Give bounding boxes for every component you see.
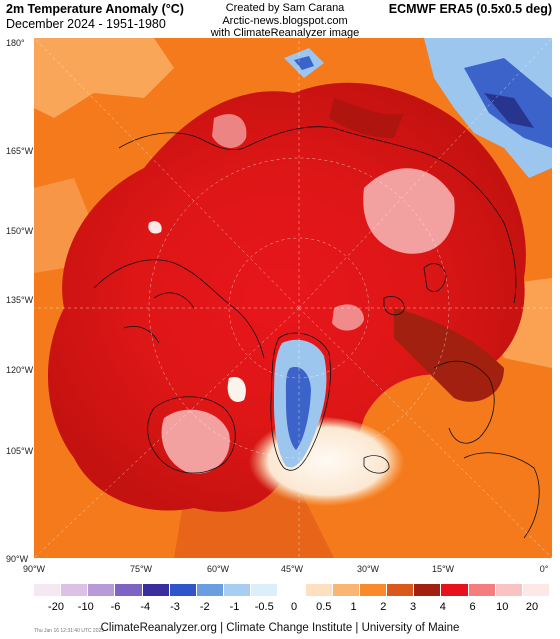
legend-label: 1 [350,601,357,613]
timestamp-small: Thu Jan 16 12:31:40 UTC 2025 [34,628,105,634]
coast-europe [463,452,540,539]
coastlines [93,126,540,539]
legend-swatch [468,584,496,596]
credit-line-3: with ClimateReanalyzer image [210,27,360,39]
dark-red-band-north [329,98,404,138]
pink-spot-canada [161,409,230,474]
legend-swatch [115,584,143,596]
legend-label: 2 [380,601,387,613]
legend-label: -1 [229,601,240,613]
legend-label: 0 [290,601,298,613]
graticule-lat-80 [228,237,370,379]
legend-swatch [278,584,306,596]
white-patch-baffin [227,377,246,402]
credit-line-1: Created by Sam Carana [225,2,345,14]
graticule-meridian-c [298,307,552,558]
bottom-label-30w: 30°W [356,564,380,574]
legend-swatch [414,584,442,596]
anomaly-map-svg [34,38,552,558]
pink-spot-taymyr [332,304,364,331]
legend-label: -10 [77,601,94,613]
bottom-label-90w: 90°W [22,564,46,574]
legend-label: -0.5 [254,601,274,613]
white-spot-alaska [148,221,162,234]
coast-hudson-bay [147,396,236,474]
dark-red-band-eurasia [394,308,504,402]
credit-line-2: Arctic-news.blogspot.com [222,14,348,27]
legend-label: 0.5 [316,601,332,613]
bottom-label-0: 0° [539,564,549,574]
edge-label-90w: 90°W [6,554,29,564]
legend-swatch [441,584,469,596]
coast-svalbard [383,295,405,316]
edge-label-135w: 135°W [6,295,34,305]
graticule-meridian-d [34,307,300,558]
bottom-label-75w: 75°W [129,564,153,574]
cold-deep-pacific [484,93,534,128]
legend-label: 20 [525,601,539,613]
legend-label: 3 [409,601,417,613]
edge-label-180: 180° [6,38,25,48]
legend-label: -6 [110,601,121,613]
legend-swatch [196,584,225,596]
legend-label: 10 [496,601,509,613]
credit-block: Created by Sam Carana Arctic-news.blogsp… [210,2,360,40]
legend-swatch [332,584,360,596]
dataset-label: ECMWF ERA5 (0.5x0.5 deg) [388,2,552,16]
coast-greenland [270,332,331,471]
legend-swatch [169,584,197,596]
bottom-label-45w: 45°W [280,564,304,574]
title-block: 2m Temperature Anomaly (°C) December 202… [6,2,184,32]
bottom-label-15w: 15°W [431,564,455,574]
light-orange-patch-topleft [34,38,174,118]
light-orange-patch-left [34,178,94,273]
edge-label-150w: 150°W [6,226,34,236]
legend-label: 6 [469,601,476,613]
pink-spot-siberia [363,168,455,254]
legend-swatch [34,584,62,596]
bottom-label-60w: 60°W [206,564,230,574]
coast-novaya-zemlya [423,263,447,292]
edge-label-105w: 105°W [6,446,34,456]
legend-swatch [88,584,116,596]
legend-swatch [359,584,388,596]
legend-swatch [142,584,170,596]
color-legend: -20 -10 -6 -4 -3 -2 -1 -0.5 0 0.5 1 2 3 4 6 10 20 [0,584,560,624]
coast-canada-arctic [93,259,265,359]
legend-label: -3 [170,601,180,613]
map-period: December 2024 - 1951-1980 [6,17,166,31]
legend-swatch [251,584,279,596]
coast-scandinavia [433,360,495,444]
coast-siberia [243,126,517,304]
cold-greenland-core [285,366,311,450]
legend-swatch [305,584,333,596]
legend-swatch [495,584,523,596]
footer-credit: ClimateReanalyzer.org | Climate Change I… [100,622,460,634]
edge-label-120w: 120°W [6,365,34,375]
coast-alaska [118,132,245,151]
legend-label: -20 [48,601,64,613]
legend-swatch [522,584,550,596]
legend-label: -2 [199,601,210,613]
graticule-meridian-b [298,38,552,309]
legend-label: -4 [140,601,151,613]
legend-swatch [61,584,89,596]
anomaly-map [34,38,552,558]
graticule [34,38,552,558]
coast-iceland [363,455,390,474]
map-title: 2m Temperature Anomaly (°C) [6,2,184,16]
pink-spot-east-siberia [212,114,247,148]
legend-swatch [387,584,415,596]
legend-label: 4 [439,601,446,613]
legend-swatch [224,584,252,596]
edge-label-165w: 165°W [6,146,34,156]
